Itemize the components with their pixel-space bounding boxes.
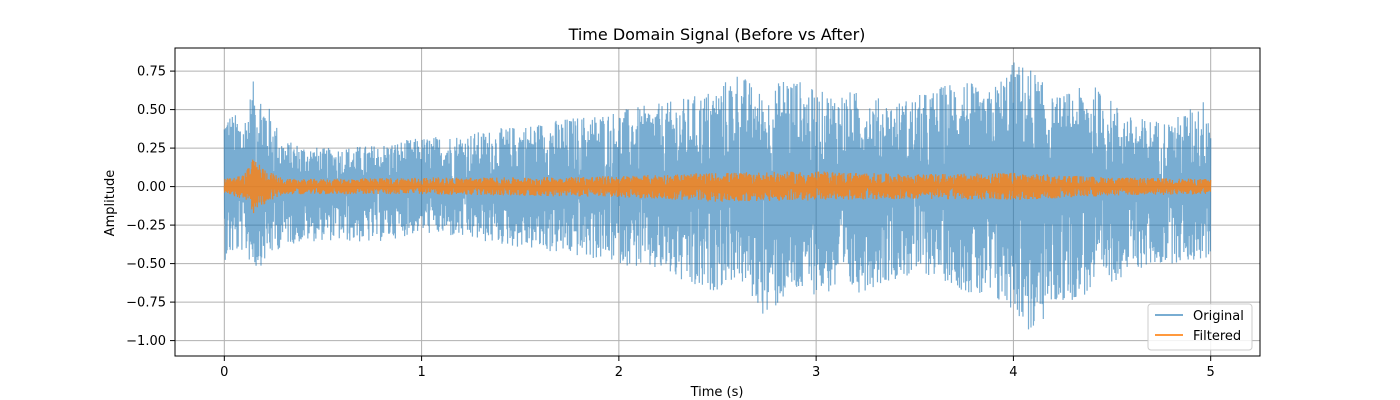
axes-frame [174,47,1261,357]
series-line-original [223,62,1212,330]
y-tick-label: −1.00 [126,334,166,349]
y-axis-ticks: −1.00 −0.75 −0.50 −0.25 0.00 0.25 0.50 0.75 [126,65,175,349]
x-tick-label: 3 [812,365,820,380]
series-line-filtered [223,159,1212,214]
y-tick-label: 0.25 [137,142,166,157]
plot-area [223,62,1212,330]
x-tick-label: 1 [417,365,425,380]
y-axis-label: Amplitude [103,170,118,237]
x-axis-ticks: 0 1 2 3 4 5 [220,356,1215,380]
y-tick-label: 0.50 [137,103,166,118]
series-layer [223,62,1212,330]
legend: Original Filtered [1147,303,1253,351]
y-tick-label: 0.75 [137,65,166,80]
chart-title: Time Domain Signal (Before vs After) [568,25,866,44]
y-tick-label: 0.00 [137,180,166,195]
x-axis-label: Time (s) [690,385,744,400]
y-tick-label: −0.75 [126,296,166,311]
x-tick-label: 0 [220,365,228,380]
y-tick-label: −0.50 [126,257,166,272]
x-tick-label: 4 [1009,365,1017,380]
y-tick-label: −0.25 [126,219,166,234]
x-tick-label: 2 [615,365,623,380]
x-tick-label: 5 [1207,365,1215,380]
legend-label-filtered: Filtered [1193,329,1241,344]
legend-label-original: Original [1193,309,1244,324]
